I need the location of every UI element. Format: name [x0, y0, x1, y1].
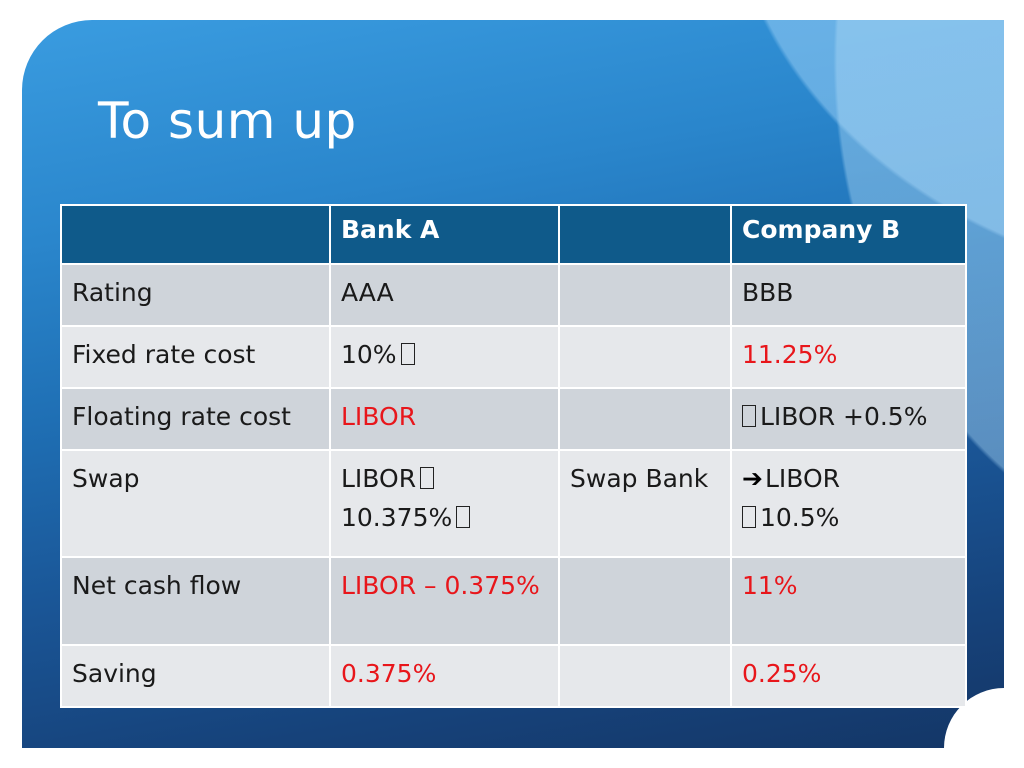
company-b-cell: BBB	[730, 263, 967, 327]
company-b-value: LIBOR +0.5%	[760, 402, 928, 431]
company-b-cell: 11%	[730, 556, 967, 646]
table-header-row: Bank A Company B	[60, 204, 967, 265]
table-row: Net cash flow LIBOR – 0.375% 11%	[60, 556, 967, 646]
header-empty-2	[558, 204, 732, 265]
bank-a-cell: 10%	[329, 325, 560, 389]
company-b-line1: LIBOR	[764, 464, 841, 493]
missing-glyph-icon	[742, 405, 756, 427]
company-b-line2: 10.5%	[760, 503, 840, 532]
middle-cell	[558, 325, 732, 389]
table-row: Fixed rate cost 10% 11.25%	[60, 325, 967, 389]
missing-glyph-icon	[456, 506, 471, 528]
table-row: Swap LIBOR 10.375% Swap Bank ➔LIBOR 10.5…	[60, 449, 967, 558]
middle-cell	[558, 644, 732, 708]
middle-cell	[558, 556, 732, 646]
bank-a-cell: LIBOR 10.375%	[329, 449, 560, 558]
bank-a-line1: LIBOR	[341, 464, 417, 493]
table-row: Rating AAA BBB	[60, 263, 967, 327]
row-label: Rating	[60, 263, 331, 327]
missing-glyph-icon	[742, 506, 756, 528]
header-bank-a: Bank A	[329, 204, 560, 265]
row-label: Net cash flow	[60, 556, 331, 646]
bank-a-cell: AAA	[329, 263, 560, 327]
header-company-b: Company B	[730, 204, 967, 265]
middle-cell: Swap Bank	[558, 449, 732, 558]
middle-cell	[558, 387, 732, 451]
row-label: Floating rate cost	[60, 387, 331, 451]
table-row: Saving 0.375% 0.25%	[60, 644, 967, 708]
summary-table: Bank A Company B Rating AAA BBB Fixed ra…	[60, 204, 967, 708]
bank-a-cell: LIBOR	[329, 387, 560, 451]
company-b-cell: ➔LIBOR 10.5%	[730, 449, 967, 558]
bank-a-value: 10%	[341, 340, 397, 369]
row-label: Swap	[60, 449, 331, 558]
bank-a-line2: 10.375%	[341, 503, 453, 532]
slide-title: To sum up	[98, 92, 357, 150]
company-b-cell: 0.25%	[730, 644, 967, 708]
row-label: Fixed rate cost	[60, 325, 331, 389]
company-b-cell: LIBOR +0.5%	[730, 387, 967, 451]
middle-cell	[558, 263, 732, 327]
bank-a-cell: LIBOR – 0.375%	[329, 556, 560, 646]
row-label: Saving	[60, 644, 331, 708]
bank-a-cell: 0.375%	[329, 644, 560, 708]
company-b-cell: 11.25%	[730, 325, 967, 389]
table-row: Floating rate cost LIBOR LIBOR +0.5%	[60, 387, 967, 451]
right-arrow-icon: ➔	[742, 464, 763, 493]
missing-glyph-icon	[400, 343, 415, 365]
header-empty-1	[60, 204, 331, 265]
missing-glyph-icon	[420, 467, 435, 489]
